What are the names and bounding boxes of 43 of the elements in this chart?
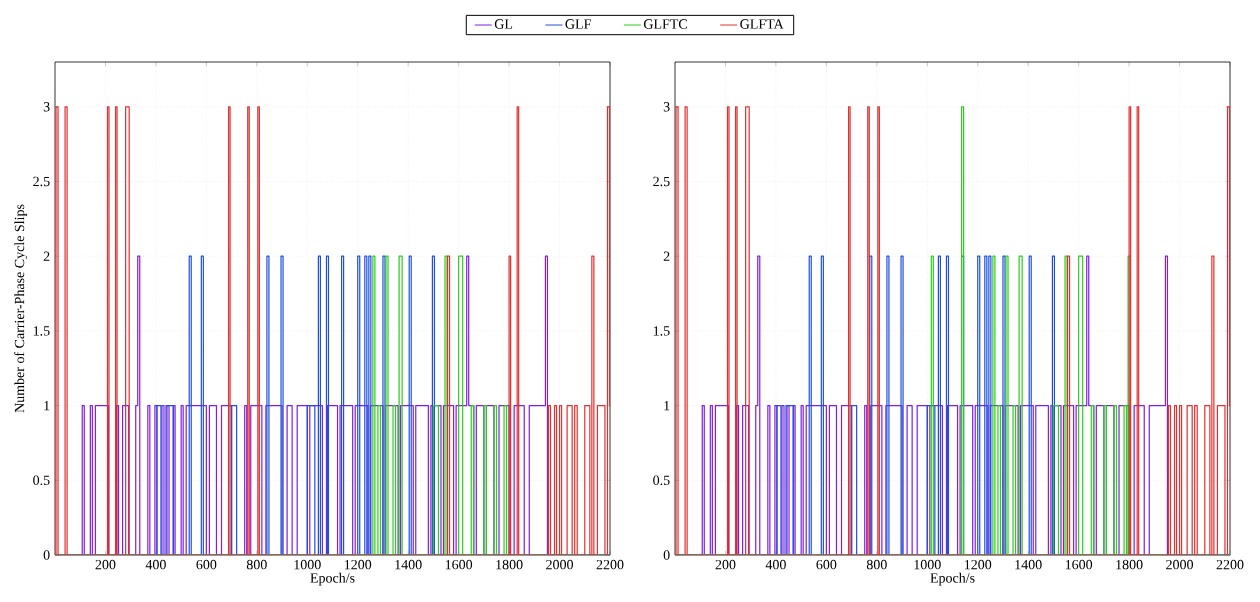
x-tick-label: 1800 <box>1116 559 1143 570</box>
x-tick-label: 1400 <box>1015 559 1042 570</box>
x-tick-label: 800 <box>246 559 267 570</box>
y-tick-label: 2.5 <box>33 176 50 187</box>
y-tick-label: 1 <box>664 400 670 411</box>
x-tick-label: 400 <box>765 559 786 570</box>
x-tick-label: 1600 <box>445 559 473 570</box>
y-tick-label: 1.5 <box>653 326 670 336</box>
x-tick-label: 200 <box>95 559 116 570</box>
legend-label: GLFTC <box>643 19 687 29</box>
x-tick-label: 1200 <box>964 559 992 570</box>
x-tick-label: 800 <box>866 559 887 570</box>
x-tick-label: 1400 <box>395 559 422 570</box>
y-tick-label: 0.5 <box>33 475 50 486</box>
y-tick-label: 3 <box>43 102 50 112</box>
x-tick-label: 1800 <box>496 559 523 570</box>
x-tick-label: 1200 <box>344 559 372 570</box>
y-tick-label: 1.5 <box>33 326 50 336</box>
x-tick-label: 200 <box>715 559 736 570</box>
x-tick-label: 600 <box>196 559 217 570</box>
x-tick-label: 2000 <box>546 559 574 570</box>
y-tick-label: 2.5 <box>653 176 670 187</box>
x-tick-label: 2000 <box>1166 559 1194 570</box>
legend-label: GLFTA <box>740 19 784 29</box>
y-tick-label: 2 <box>43 251 50 261</box>
x-tick-label: 2200 <box>596 559 624 570</box>
x-tick-label: 400 <box>145 559 166 570</box>
y-tick-label: 1 <box>44 400 50 411</box>
legend-label: GL <box>494 19 513 29</box>
x-tick-label: 2200 <box>1216 559 1244 570</box>
x-axis-title: Epoch/s <box>930 572 975 586</box>
x-tick-label: 600 <box>816 559 837 570</box>
y-axis-title: Number of Carrier-Phase Cycle Slips <box>14 204 28 413</box>
legend-label: GLF <box>565 19 591 29</box>
y-tick-label: 0 <box>663 550 670 560</box>
y-tick-label: 3 <box>663 102 670 112</box>
x-tick-label: 1000 <box>914 559 941 570</box>
y-tick-label: 0.5 <box>653 475 670 486</box>
x-axis-title: Epoch/s <box>310 572 355 586</box>
y-tick-label: 0 <box>43 550 50 560</box>
x-tick-label: 1600 <box>1065 559 1093 570</box>
y-tick-label: 2 <box>663 251 670 261</box>
x-tick-label: 1000 <box>294 559 321 570</box>
